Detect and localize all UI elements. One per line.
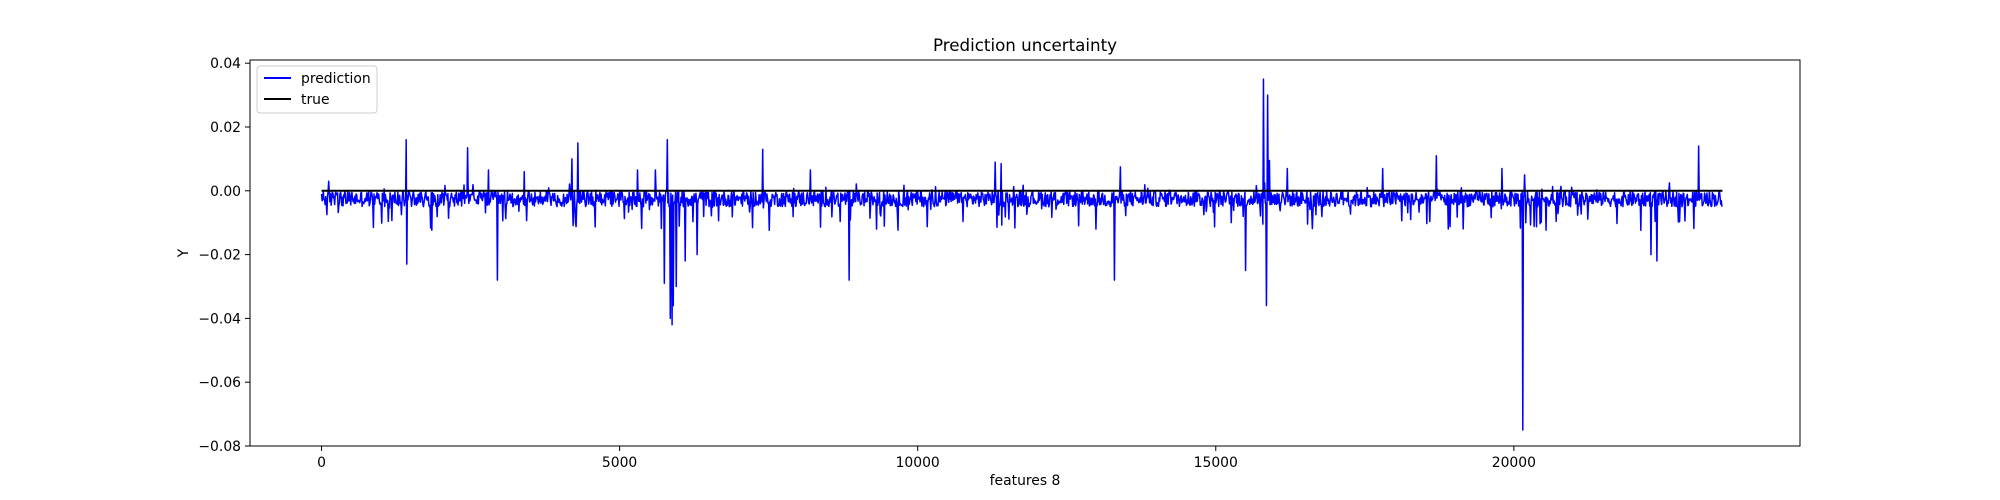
series-prediction-line: [320, 78, 1723, 431]
chart-title: Prediction uncertainty: [933, 35, 1117, 55]
legend: prediction true: [256, 65, 378, 114]
y-tick-label: −0.04: [198, 311, 241, 327]
x-tick-label: 15000: [1194, 455, 1238, 471]
series-layer: [320, 78, 1723, 431]
x-tick-label: 5000: [602, 455, 637, 471]
legend-label-true: true: [301, 92, 330, 108]
legend-label-prediction: prediction: [301, 71, 371, 87]
x-tick-label: 10000: [896, 455, 940, 471]
y-tick-label: 0.02: [210, 120, 241, 136]
x-tick-label: 20000: [1492, 455, 1536, 471]
y-tick-label: −0.08: [198, 439, 241, 455]
x-axis: 0 5000 10000 15000 20000: [317, 446, 1536, 471]
y-axis-label: Y: [176, 248, 192, 258]
x-tick-label: 0: [317, 455, 326, 471]
y-tick-label: 0.04: [210, 56, 241, 72]
plot-frame: [249, 59, 1801, 447]
x-axis-label: features 8: [990, 473, 1061, 489]
y-tick-label: 0.00: [210, 184, 241, 200]
y-axis: −0.08 −0.06 −0.04 −0.02 0.00 0.02 0.04: [198, 56, 250, 455]
y-tick-label: −0.06: [198, 375, 241, 391]
y-tick-label: −0.02: [198, 248, 241, 264]
